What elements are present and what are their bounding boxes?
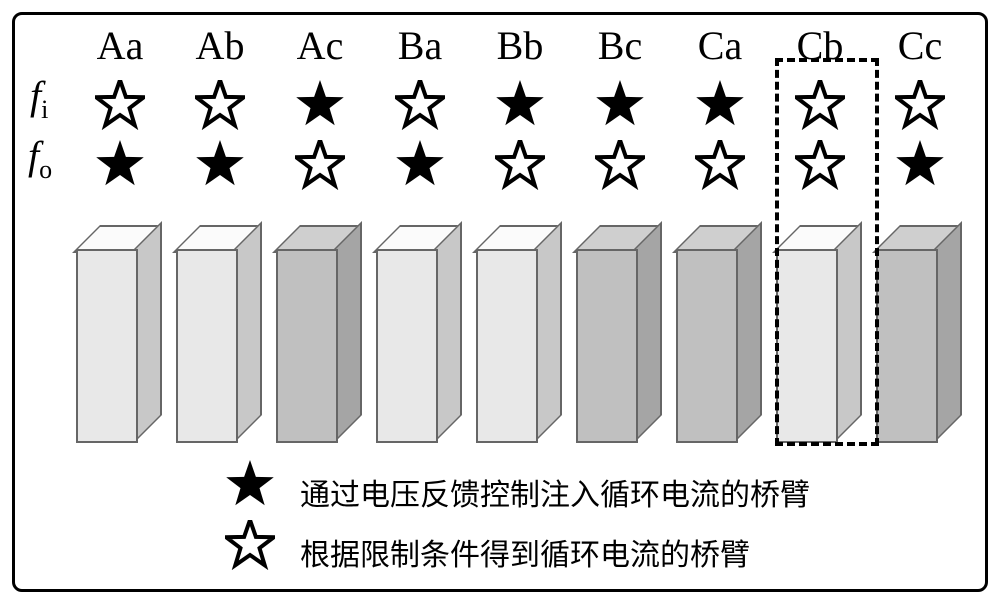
star-Ab-fi-outline-icon [195,80,245,130]
row-label-fo: fo [28,132,52,185]
column-label-Ac: Ac [297,22,344,69]
bar-Ca-side [734,221,762,443]
bar-Ba-front [376,249,438,443]
bar-Bc-front [576,249,638,443]
star-Cc-fi-outline-icon [895,80,945,130]
column-label-Ab: Ab [196,22,245,69]
bar-Ba-side [434,221,462,443]
star-Cc-fo-filled-icon [895,140,945,190]
column-label-Ba: Ba [398,22,442,69]
column-label-Cc: Cc [898,22,942,69]
row-label-fo-sub: o [39,155,52,184]
bar-Ac-front [276,249,338,443]
star-Bc-fi-filled-icon [595,80,645,130]
star-Ab-fo-filled-icon [195,140,245,190]
highlight-box [775,58,879,446]
star-Bb-fo-outline-icon [495,140,545,190]
legend-text-row1: 通过电压反馈控制注入循环电流的桥臂 [300,470,810,514]
star-Aa-fi-outline-icon [95,80,145,130]
legend-text-row2: 根据限制条件得到循环电流的桥臂 [300,530,750,574]
column-label-Bb: Bb [497,22,544,69]
bar-Ac-side [334,221,362,443]
row-label-fi-sub: i [41,95,48,124]
star-Ac-fo-outline-icon [295,140,345,190]
star-Bb-fi-filled-icon [495,80,545,130]
star-Ba-fi-outline-icon [395,80,445,130]
bar-Ca-front [676,249,738,443]
column-label-Bc: Bc [598,22,642,69]
bar-Cc-side [934,221,962,443]
bar-Bc [576,225,658,439]
bar-Ab-side [234,221,262,443]
star-Ba-fo-filled-icon [395,140,445,190]
star-Ac-fi-filled-icon [295,80,345,130]
column-label-Ca: Ca [698,22,742,69]
star-Aa-fo-filled-icon [95,140,145,190]
bar-Bb [476,225,558,439]
bar-Bc-side [634,221,662,443]
row-label-fi-main: f [30,73,41,118]
legend-star-row2-outline-icon [225,520,275,570]
row-label-fi: fi [30,72,48,125]
bar-Ab [176,225,258,439]
bar-Ac [276,225,358,439]
bar-Aa-side [134,221,162,443]
star-Ca-fi-filled-icon [695,80,745,130]
bar-Ca [676,225,758,439]
bar-Cc [876,225,958,439]
bar-Ba [376,225,458,439]
bar-Ab-front [176,249,238,443]
legend-star-row1-filled-icon [225,460,275,510]
bar-Aa-front [76,249,138,443]
bar-Cc-front [876,249,938,443]
star-Bc-fo-outline-icon [595,140,645,190]
bar-Bb-side [534,221,562,443]
bar-Bb-front [476,249,538,443]
row-label-fo-main: f [28,133,39,178]
figure-root: fifoAa Ab Ac Ba Bb Bc Ca Cb Cc 通过电压反馈控制注… [0,0,1000,604]
star-Ca-fo-outline-icon [695,140,745,190]
column-label-Aa: Aa [97,22,144,69]
bar-Aa [76,225,158,439]
